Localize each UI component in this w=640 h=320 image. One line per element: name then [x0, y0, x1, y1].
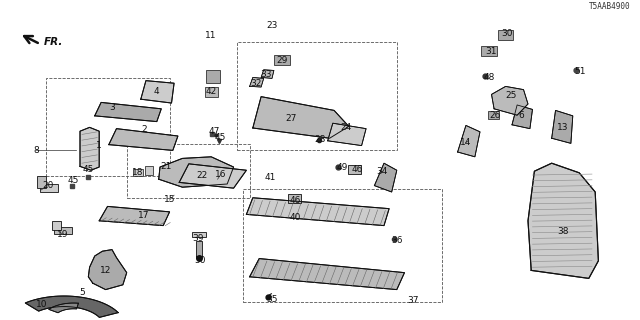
Bar [348, 165, 361, 174]
Text: 26: 26 [490, 111, 501, 120]
Polygon shape [99, 206, 170, 226]
Polygon shape [109, 129, 178, 150]
Text: 5: 5 [79, 288, 84, 297]
Text: 2: 2 [141, 125, 147, 134]
Text: 25: 25 [505, 92, 516, 100]
Text: 47: 47 [209, 127, 220, 136]
Polygon shape [374, 163, 397, 192]
Polygon shape [95, 102, 161, 122]
Polygon shape [528, 163, 598, 278]
Text: 17: 17 [138, 212, 150, 220]
Text: 16: 16 [215, 170, 227, 179]
Polygon shape [328, 123, 366, 146]
Text: 24: 24 [340, 124, 351, 132]
Polygon shape [253, 97, 349, 138]
Text: 50: 50 [194, 256, 205, 265]
Text: 37: 37 [407, 296, 419, 305]
Bar [40, 184, 58, 192]
Text: 42: 42 [205, 87, 217, 96]
Polygon shape [250, 77, 264, 87]
Text: 8: 8 [34, 146, 39, 155]
Bar [205, 87, 218, 97]
Text: 41: 41 [264, 173, 276, 182]
Bar [498, 30, 513, 40]
Text: 20: 20 [42, 181, 54, 190]
Text: 14: 14 [460, 138, 472, 147]
Bar [237, 42, 397, 150]
Text: 21: 21 [161, 162, 172, 171]
Polygon shape [261, 70, 274, 78]
Bar [196, 241, 202, 257]
Text: 18: 18 [132, 168, 143, 177]
Text: 51: 51 [575, 68, 586, 76]
Text: 19: 19 [57, 230, 68, 239]
Text: 31: 31 [485, 47, 497, 56]
Bar [54, 227, 72, 234]
Text: 4: 4 [154, 87, 159, 96]
Polygon shape [552, 110, 573, 143]
Polygon shape [246, 198, 389, 226]
Polygon shape [250, 259, 404, 290]
Polygon shape [159, 157, 234, 187]
Text: 27: 27 [285, 114, 297, 123]
Text: 49: 49 [337, 163, 348, 172]
Bar [37, 176, 46, 188]
Text: 45: 45 [214, 133, 226, 142]
Text: 15: 15 [164, 196, 175, 204]
Text: 3: 3 [109, 103, 115, 112]
Bar [127, 144, 250, 198]
Bar [488, 111, 499, 119]
Polygon shape [492, 86, 528, 115]
Text: 28: 28 [314, 135, 326, 144]
Text: 22: 22 [196, 172, 207, 180]
Bar [481, 46, 497, 56]
Polygon shape [512, 105, 532, 129]
Text: 29: 29 [276, 56, 287, 65]
Text: 32: 32 [250, 79, 262, 88]
Text: 36: 36 [391, 236, 403, 245]
Polygon shape [88, 250, 127, 290]
Text: 1: 1 [97, 141, 102, 150]
Text: 12: 12 [100, 266, 111, 275]
Text: 40: 40 [290, 213, 301, 222]
Polygon shape [458, 125, 480, 157]
Text: 33: 33 [260, 70, 271, 79]
Text: 48: 48 [483, 73, 495, 82]
Text: 45: 45 [68, 176, 79, 185]
Text: 11: 11 [205, 31, 217, 40]
Bar [46, 78, 170, 176]
Text: FR.: FR. [44, 36, 63, 47]
Text: 46: 46 [351, 165, 363, 174]
Text: 23: 23 [266, 21, 278, 30]
Text: 13: 13 [557, 124, 569, 132]
Bar [288, 194, 301, 203]
Text: 45: 45 [83, 165, 94, 174]
Bar [133, 169, 143, 176]
Polygon shape [49, 303, 79, 313]
Bar [52, 221, 61, 230]
Bar [206, 70, 220, 83]
Bar [274, 55, 290, 65]
Text: T5AAB4900: T5AAB4900 [589, 2, 630, 11]
Polygon shape [179, 164, 246, 188]
Polygon shape [80, 127, 99, 170]
Bar [145, 166, 153, 175]
Text: 34: 34 [376, 167, 388, 176]
Text: 10: 10 [36, 300, 47, 309]
Polygon shape [141, 81, 174, 103]
Bar [192, 232, 206, 237]
Text: 6: 6 [519, 111, 524, 120]
Polygon shape [25, 296, 118, 317]
Text: 35: 35 [266, 295, 278, 304]
Bar [243, 189, 442, 302]
Text: 39: 39 [193, 234, 204, 243]
Text: 30: 30 [502, 29, 513, 38]
Text: 38: 38 [557, 228, 569, 236]
Text: 46: 46 [290, 196, 301, 205]
